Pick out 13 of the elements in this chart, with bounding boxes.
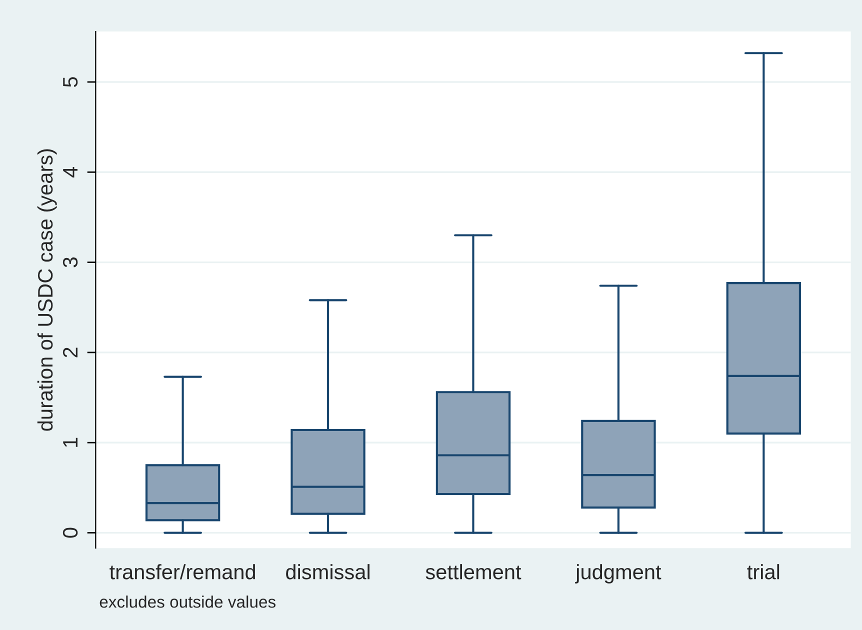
y-tick-label: 2 — [62, 348, 78, 358]
y-axis-title: duration of USDC case (years) — [37, 149, 57, 431]
y-tick-label: 0 — [62, 528, 78, 538]
y-tick-label: 1 — [63, 438, 78, 447]
x-tick-label: settlement — [426, 564, 522, 580]
y-tick-label: 4 — [63, 166, 78, 178]
x-tick-label: dismissal — [286, 564, 370, 580]
x-tick-label: judgment — [575, 564, 662, 584]
y-tick-label: 5 — [63, 77, 78, 87]
text: excludes outside values — [100, 596, 276, 608]
x-tick-label: transfer/remand — [110, 564, 255, 580]
y-tick-label: 3 — [62, 257, 78, 268]
x-tick-label: trial — [747, 564, 780, 580]
